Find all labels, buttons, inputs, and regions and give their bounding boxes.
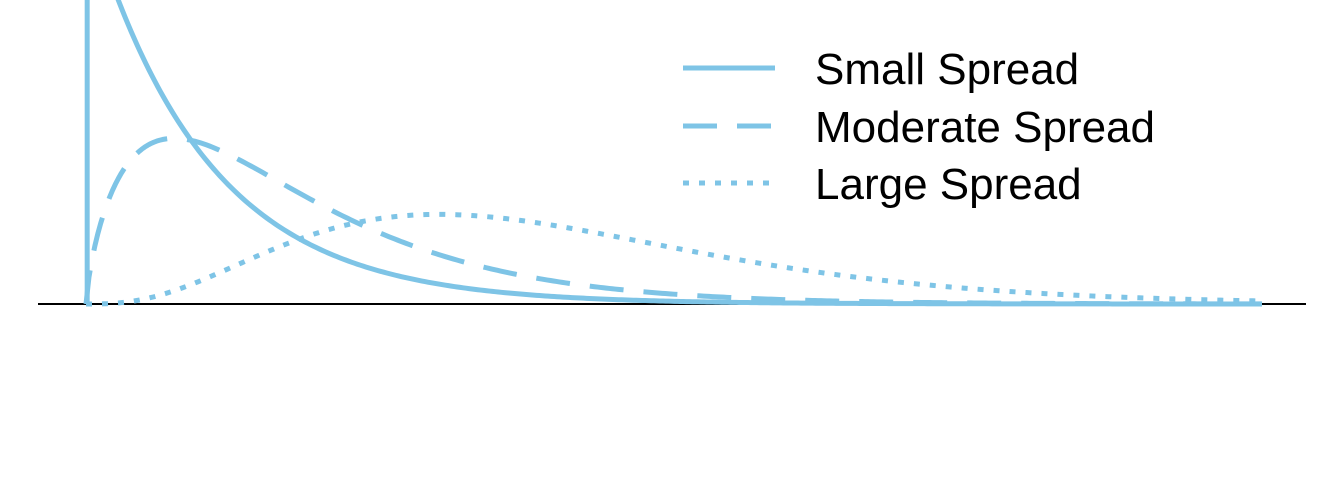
series-line-moderate-spread (83, 135, 1262, 307)
series-line-small-spread (84, 0, 1262, 307)
series-line-large-spread (86, 211, 1263, 307)
series-lines (83, 0, 1263, 307)
legend-label-small-spread: Small Spread (815, 45, 1079, 94)
legend: Small Spread Moderate Spread Large Sprea… (683, 45, 1155, 209)
legend-label-large-spread: Large Spread (815, 160, 1082, 209)
legend-label-moderate-spread: Moderate Spread (815, 103, 1155, 152)
